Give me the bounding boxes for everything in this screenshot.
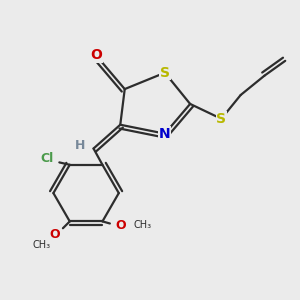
Text: S: S: [160, 66, 170, 80]
Text: O: O: [115, 219, 126, 232]
Text: CH₃: CH₃: [32, 240, 51, 250]
Text: O: O: [91, 48, 102, 62]
Text: N: N: [159, 127, 171, 141]
Text: O: O: [50, 228, 60, 241]
Text: H: H: [75, 139, 85, 152]
Text: S: S: [216, 112, 226, 126]
Text: CH₃: CH₃: [134, 220, 152, 230]
Text: Cl: Cl: [41, 152, 54, 165]
